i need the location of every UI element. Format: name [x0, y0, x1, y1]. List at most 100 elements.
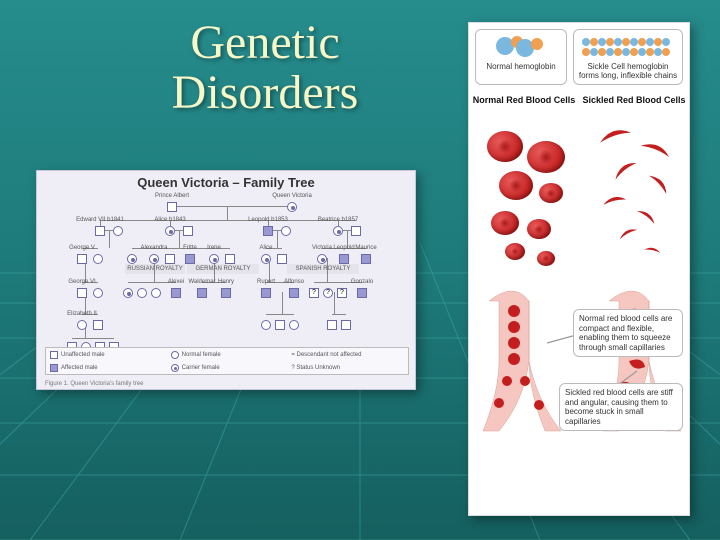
normal-hb-icon	[491, 34, 551, 58]
sickle-hb-icon	[578, 34, 678, 58]
legend-item: Affected male	[46, 361, 167, 374]
member-label: Leopold	[333, 245, 354, 251]
pedigree-member: ?	[337, 288, 347, 298]
pedigree-member	[197, 288, 207, 298]
normal-rbc	[537, 251, 555, 266]
pedigree-chart: Queen Victoria – Family Tree RUSSIAN ROY…	[36, 170, 416, 390]
pedigree-member	[341, 320, 351, 330]
pedigree-member	[171, 288, 181, 298]
member-label: Maurice	[355, 245, 376, 251]
sickle-rbc	[600, 191, 627, 205]
pedigree-member	[289, 288, 299, 298]
pedigree-member	[93, 288, 103, 298]
member-label: Alexandra	[140, 245, 167, 251]
pedigree-member	[221, 288, 231, 298]
pedigree-member	[261, 254, 271, 264]
normal-cells-label: Normal Red Blood Cells	[469, 95, 579, 105]
member-label: Queen Victoria	[272, 193, 312, 199]
normal-rbc	[491, 211, 519, 235]
pedigree-member	[357, 288, 367, 298]
pedigree-member	[167, 202, 177, 212]
royalty-band: SPANISH ROYALTY	[287, 264, 359, 274]
legend-item: = Descendant not affected	[287, 348, 408, 361]
slide-title: Genetic Disorders	[100, 18, 430, 119]
member-label: Alexei	[168, 279, 184, 285]
member-label: Irene	[207, 245, 221, 251]
legend-item: Normal female	[167, 348, 288, 361]
callout-sickle: Sickled red blood cells are stiff and an…	[559, 383, 683, 431]
sickle-rbc	[638, 136, 674, 161]
capillary-area: Normal red blood cells are compact and f…	[469, 271, 689, 443]
member-label: Alfonso	[284, 279, 304, 285]
normal-hb-label: Normal hemoglobin	[480, 62, 562, 71]
member-label: Waldemar	[188, 279, 215, 285]
sickle-rbc	[644, 239, 663, 250]
figure-caption: Figure 1. Queen Victoria's family tree	[45, 381, 143, 387]
pedigree-member	[183, 226, 193, 236]
pedigree-member	[127, 254, 137, 264]
pedigree-member	[137, 288, 147, 298]
callout-normal: Normal red blood cells are compact and f…	[573, 309, 683, 357]
member-label: Fritte	[183, 245, 197, 251]
pedigree-member	[77, 320, 87, 330]
member-label: George V	[69, 245, 95, 251]
legend-item: ? Status Unknown	[287, 361, 408, 374]
pedigree-member	[149, 254, 159, 264]
sickle-rbc	[614, 221, 637, 238]
member-label: Elizabeth II	[67, 311, 97, 317]
pedigree-member	[261, 320, 271, 330]
pedigree-member	[333, 226, 343, 236]
member-label: Edward VII b1841	[76, 217, 124, 223]
member-label: Prince Albert	[155, 193, 189, 199]
pedigree-member	[317, 254, 327, 264]
member-label: Beatrice b1857	[318, 217, 358, 223]
pedigree-member	[225, 254, 235, 264]
pedigree-title: Queen Victoria – Family Tree	[37, 171, 415, 192]
normal-rbc	[527, 219, 551, 239]
sickle-rbc	[609, 155, 640, 181]
pedigree-member	[93, 320, 103, 330]
sickle-rbc	[596, 125, 634, 148]
pedigree-member	[351, 226, 361, 236]
pedigree-member: ?	[309, 288, 319, 298]
pedigree-member	[77, 288, 87, 298]
legend-item: Carrier female	[167, 361, 288, 374]
pedigree-member	[261, 288, 271, 298]
normal-rbc	[527, 141, 565, 173]
pedigree-member	[77, 254, 87, 264]
pedigree-member	[165, 254, 175, 264]
pedigree-member	[93, 254, 103, 264]
pedigree-member	[123, 288, 133, 298]
pedigree-member	[327, 320, 337, 330]
member-label: Alice	[259, 245, 272, 251]
pedigree-member	[287, 202, 297, 212]
pedigree-member	[339, 254, 349, 264]
member-label: Victoria	[312, 245, 332, 251]
pedigree-member	[113, 226, 123, 236]
normal-rbc	[505, 243, 525, 260]
pedigree-member	[209, 254, 219, 264]
pedigree-member	[151, 288, 161, 298]
sickle-hb-label: Sickle Cell hemoglobin forms long, infle…	[578, 62, 678, 80]
blood-cells-area: Normal Red Blood Cells Sickled Red Blood…	[469, 91, 689, 271]
pedigree-member	[281, 226, 291, 236]
pedigree-member	[277, 254, 287, 264]
pedigree-member	[275, 320, 285, 330]
pedigree-legend: Unaffected maleNormal female= Descendant…	[45, 347, 409, 375]
sickle-hb-box: Sickle Cell hemoglobin forms long, infle…	[573, 29, 683, 85]
member-label: Leopold b1853	[248, 217, 288, 223]
normal-rbc	[499, 171, 533, 200]
pedigree-member: ?	[323, 288, 333, 298]
sickle-cell-infographic: Normal hemoglobin Si	[468, 22, 690, 516]
member-label: Henry	[218, 279, 234, 285]
member-label: Rupert	[257, 279, 275, 285]
royalty-band: GERMAN ROYALTY	[187, 264, 259, 274]
normal-rbc	[539, 183, 563, 203]
pedigree-member	[165, 226, 175, 236]
normal-rbc	[487, 131, 523, 162]
member-label: Alice b1843	[154, 217, 185, 223]
member-label: George VI	[68, 279, 95, 285]
pedigree-member	[361, 254, 371, 264]
member-label: Gonzalo	[351, 279, 373, 285]
sickle-rbc	[637, 202, 661, 224]
